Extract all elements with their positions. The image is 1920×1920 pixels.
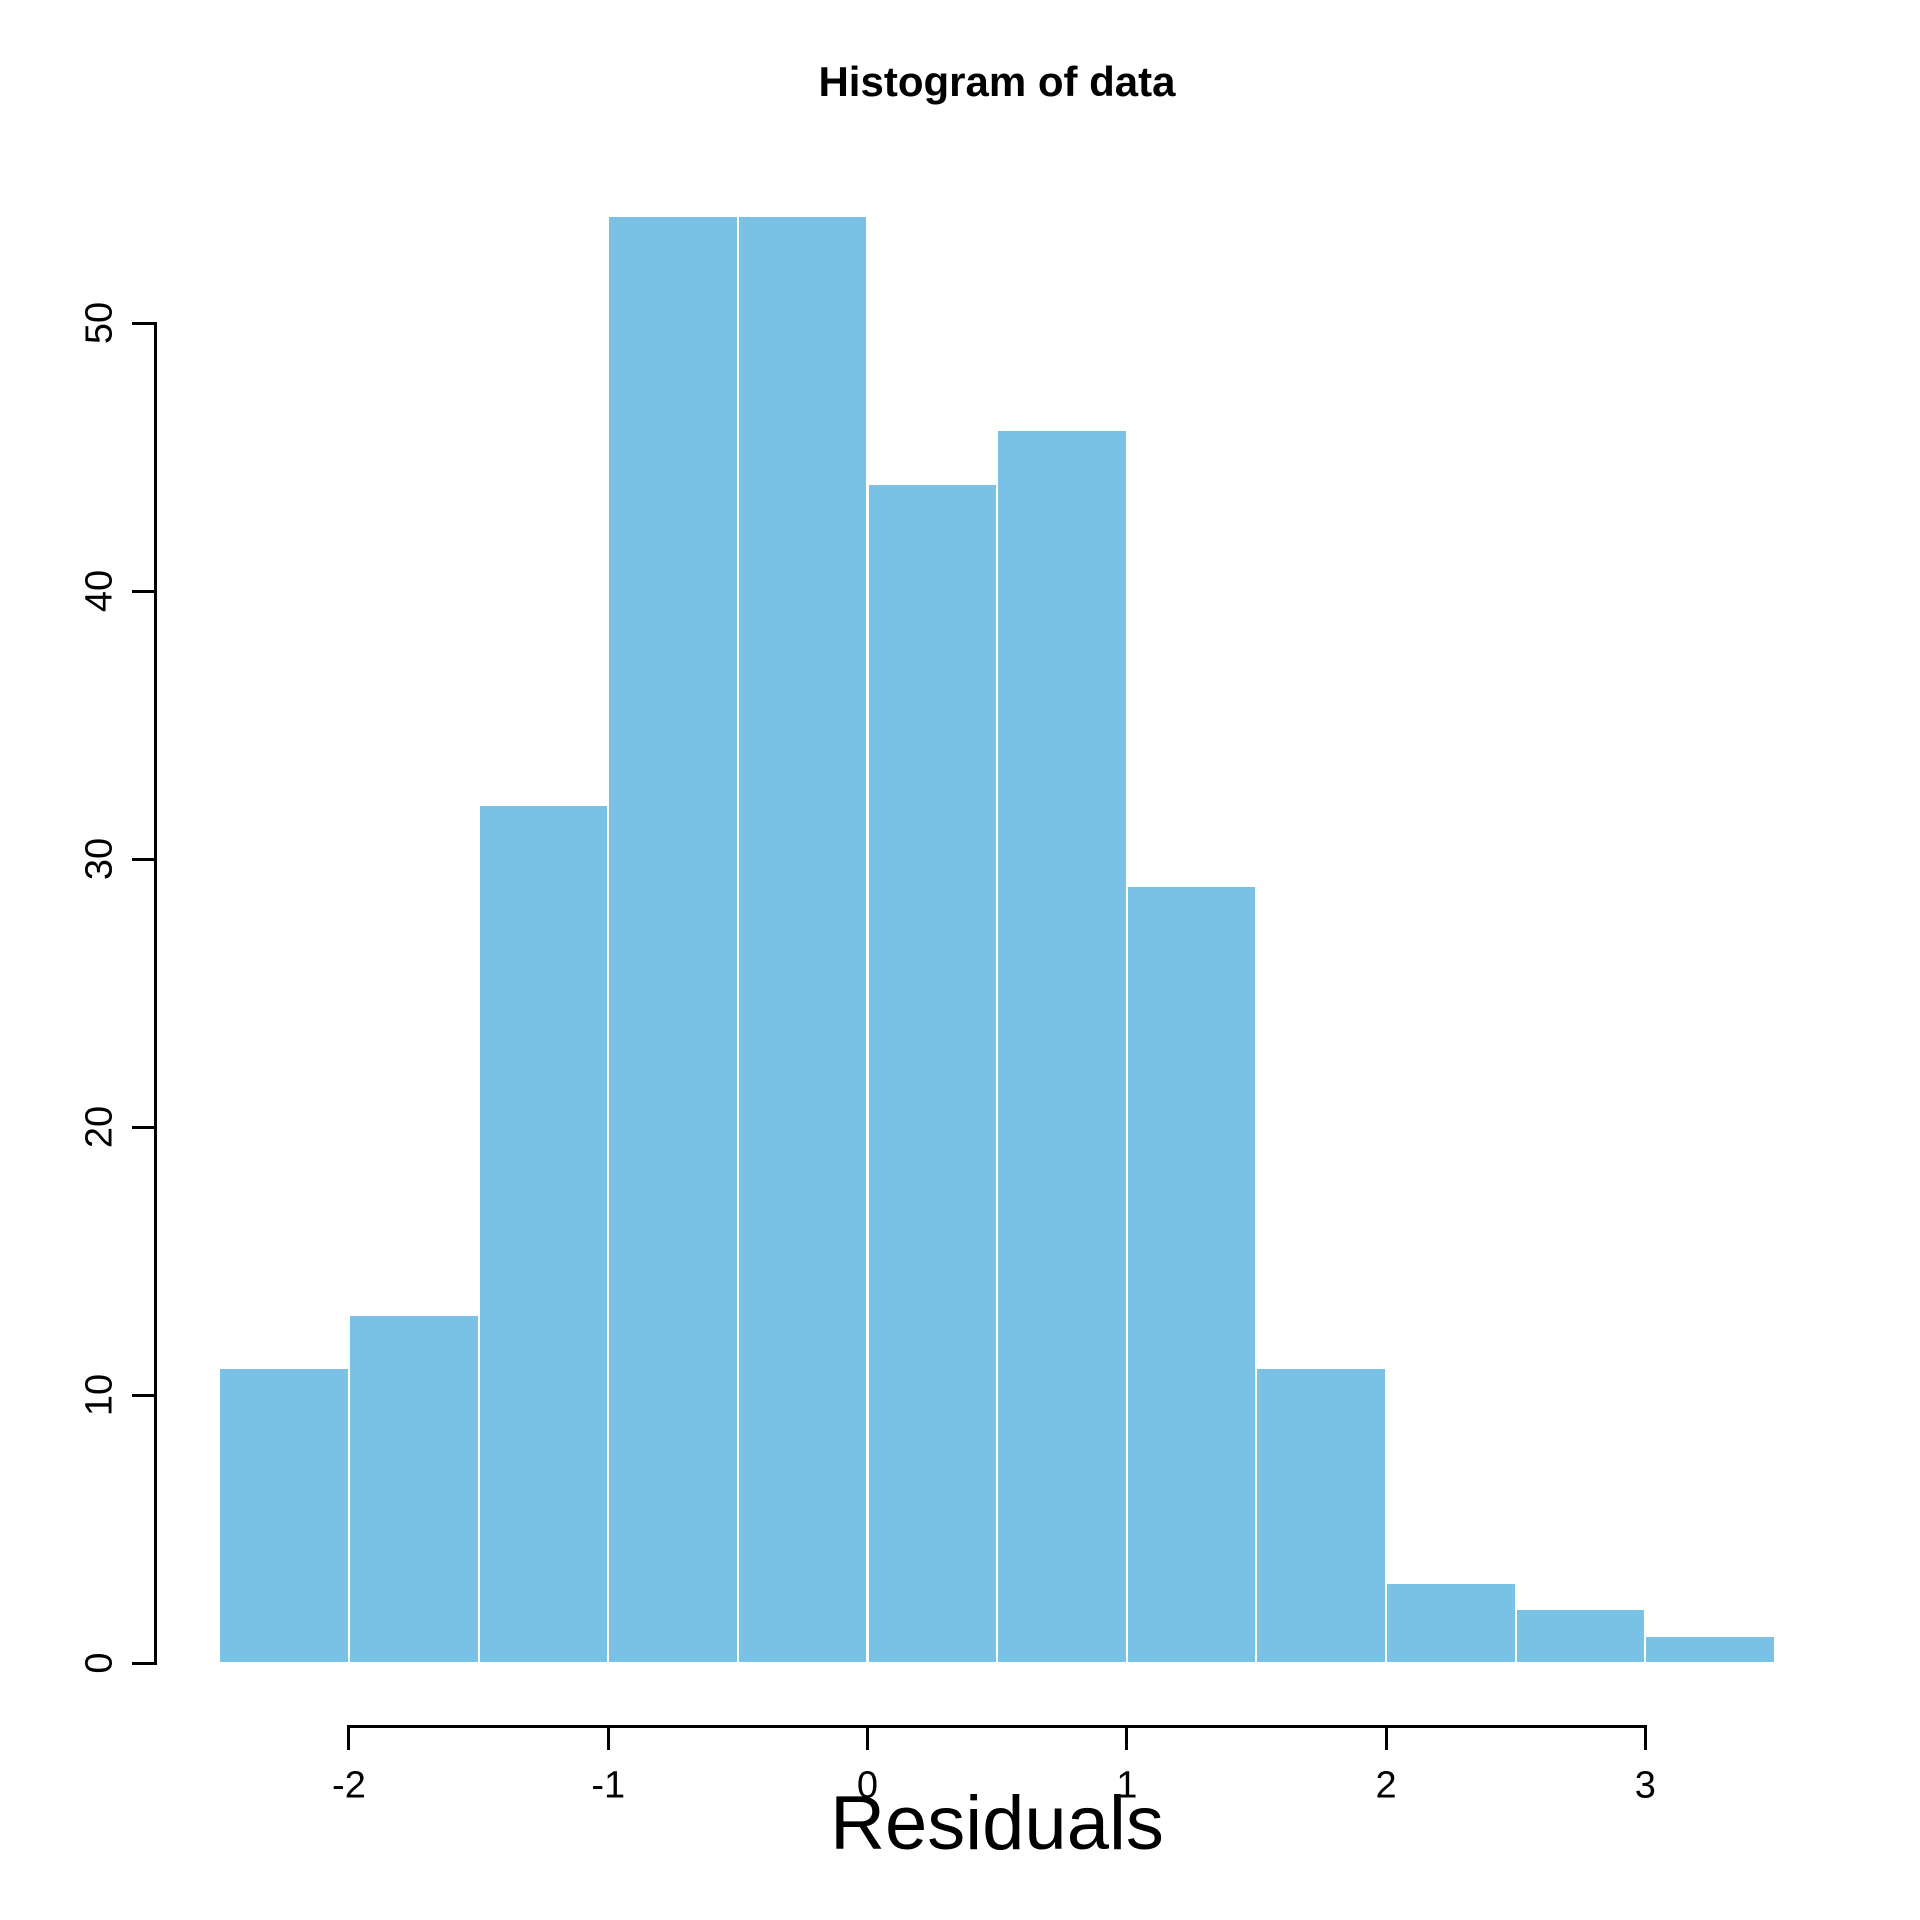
histogram-bar bbox=[737, 215, 868, 1663]
x-tick bbox=[1384, 1728, 1388, 1750]
x-tick bbox=[606, 1728, 610, 1750]
x-tick bbox=[866, 1728, 869, 1750]
x-tick-label: 2 bbox=[1375, 1764, 1397, 1807]
x-tick bbox=[347, 1728, 351, 1750]
x-tick bbox=[1125, 1728, 1129, 1750]
y-tick-label: 40 bbox=[78, 569, 121, 613]
histogram-bar bbox=[867, 483, 998, 1663]
x-tick-label: -2 bbox=[332, 1764, 366, 1807]
histogram-bar bbox=[478, 805, 609, 1663]
x-tick-label: 0 bbox=[856, 1764, 879, 1807]
x-tick bbox=[1643, 1728, 1647, 1750]
y-tick bbox=[132, 857, 154, 861]
histogram-bar bbox=[348, 1314, 479, 1663]
x-axis-line bbox=[347, 1725, 1647, 1728]
histogram-bar bbox=[1386, 1582, 1516, 1663]
y-tick bbox=[132, 1125, 154, 1129]
y-tick-label: 30 bbox=[78, 837, 121, 881]
x-axis-label: Residuals bbox=[830, 1781, 1164, 1866]
chart-title: Histogram of data bbox=[818, 58, 1176, 105]
y-tick-label: 20 bbox=[78, 1105, 121, 1149]
histogram-bar bbox=[1256, 1368, 1387, 1663]
histogram-bar bbox=[1126, 885, 1257, 1663]
y-tick bbox=[132, 321, 154, 325]
histogram-bar bbox=[219, 1368, 349, 1663]
histogram-bar bbox=[1515, 1609, 1646, 1663]
x-tick-label: 1 bbox=[1116, 1764, 1138, 1807]
y-tick bbox=[132, 589, 154, 593]
histogram-bar bbox=[608, 215, 738, 1663]
y-tick-label: 10 bbox=[78, 1373, 121, 1417]
y-tick bbox=[132, 1393, 154, 1397]
histogram-bar bbox=[1645, 1636, 1775, 1663]
histogram-bar bbox=[997, 430, 1127, 1663]
y-tick bbox=[132, 1661, 154, 1665]
y-tick-label: 50 bbox=[78, 301, 121, 345]
y-tick-label: 0 bbox=[78, 1652, 121, 1674]
x-tick-label: 3 bbox=[1634, 1764, 1656, 1807]
y-axis-line bbox=[154, 321, 157, 1665]
x-tick-label: -1 bbox=[591, 1764, 626, 1807]
